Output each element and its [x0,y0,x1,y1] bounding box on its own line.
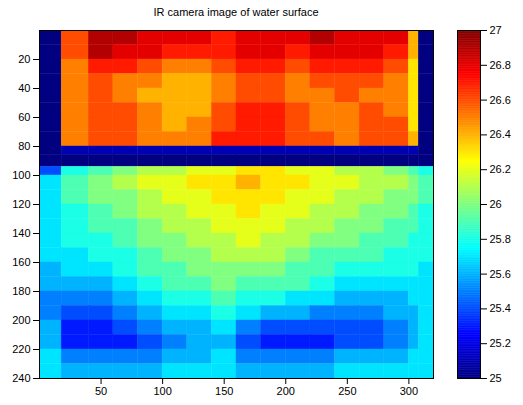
svg-text:25.2: 25.2 [490,337,511,349]
svg-text:20: 20 [18,53,30,65]
svg-text:40: 40 [18,82,30,94]
svg-text:25.8: 25.8 [490,233,511,245]
svg-text:60: 60 [18,111,30,123]
svg-text:150: 150 [215,385,233,397]
svg-text:80: 80 [18,140,30,152]
svg-text:160: 160 [12,256,30,268]
svg-text:180: 180 [12,285,30,297]
svg-text:26.6: 26.6 [490,94,511,106]
svg-text:200: 200 [12,314,30,326]
svg-text:220: 220 [12,343,30,355]
svg-text:25.6: 25.6 [490,268,511,280]
svg-text:50: 50 [95,385,107,397]
svg-text:250: 250 [338,385,356,397]
svg-text:26.2: 26.2 [490,163,511,175]
svg-text:25: 25 [490,372,502,384]
svg-text:240: 240 [12,372,30,384]
svg-text:200: 200 [277,385,295,397]
svg-text:140: 140 [12,227,30,239]
svg-text:26: 26 [490,198,502,210]
svg-text:100: 100 [12,169,30,181]
svg-text:27: 27 [490,24,502,36]
html-text:IR camera image of water surfa: IR camera image of water surface [153,6,319,18]
svg-text:25.4: 25.4 [490,302,511,314]
svg-text:26.4: 26.4 [490,128,511,140]
svg-text:120: 120 [12,198,30,210]
svg-text:300: 300 [400,385,418,397]
svg-text:26.8: 26.8 [490,59,511,71]
svg-text:100: 100 [153,385,171,397]
